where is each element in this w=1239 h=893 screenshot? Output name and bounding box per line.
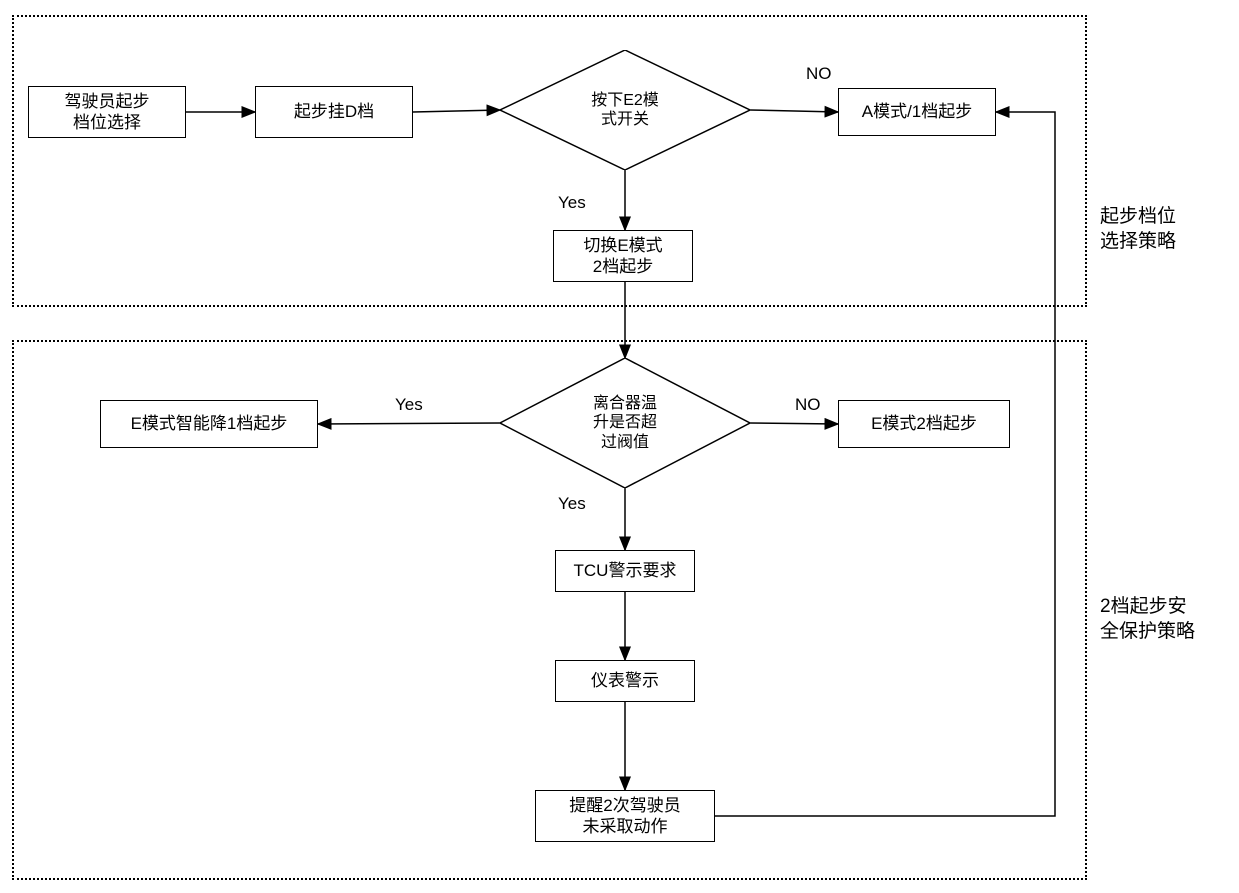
node-n3: 按下E2模式开关 (500, 50, 750, 170)
edge-label-5: Yes (395, 395, 423, 415)
node-n1: 驾驶员起步档位选择 (28, 86, 186, 138)
node-n5: 切换E模式2档起步 (553, 230, 693, 282)
node-n8: E模式2档起步 (838, 400, 1010, 448)
edge-label-7: Yes (558, 494, 586, 514)
node-n4: A模式/1档起步 (838, 88, 996, 136)
node-n2: 起步挂D档 (255, 86, 413, 138)
edge-label-2: NO (806, 64, 832, 84)
region-top-label: 起步档位选择策略 (1100, 205, 1176, 254)
node-n9: TCU警示要求 (555, 550, 695, 592)
node-n6: 离合器温升是否超过阀值 (500, 358, 750, 488)
node-n10: 仪表警示 (555, 660, 695, 702)
edge-label-6: NO (795, 395, 821, 415)
node-n7: E模式智能降1档起步 (100, 400, 318, 448)
region-bottom-label: 2档起步安全保护策略 (1100, 595, 1195, 644)
edge-label-3: Yes (558, 193, 586, 213)
node-n11: 提醒2次驾驶员未采取动作 (535, 790, 715, 842)
